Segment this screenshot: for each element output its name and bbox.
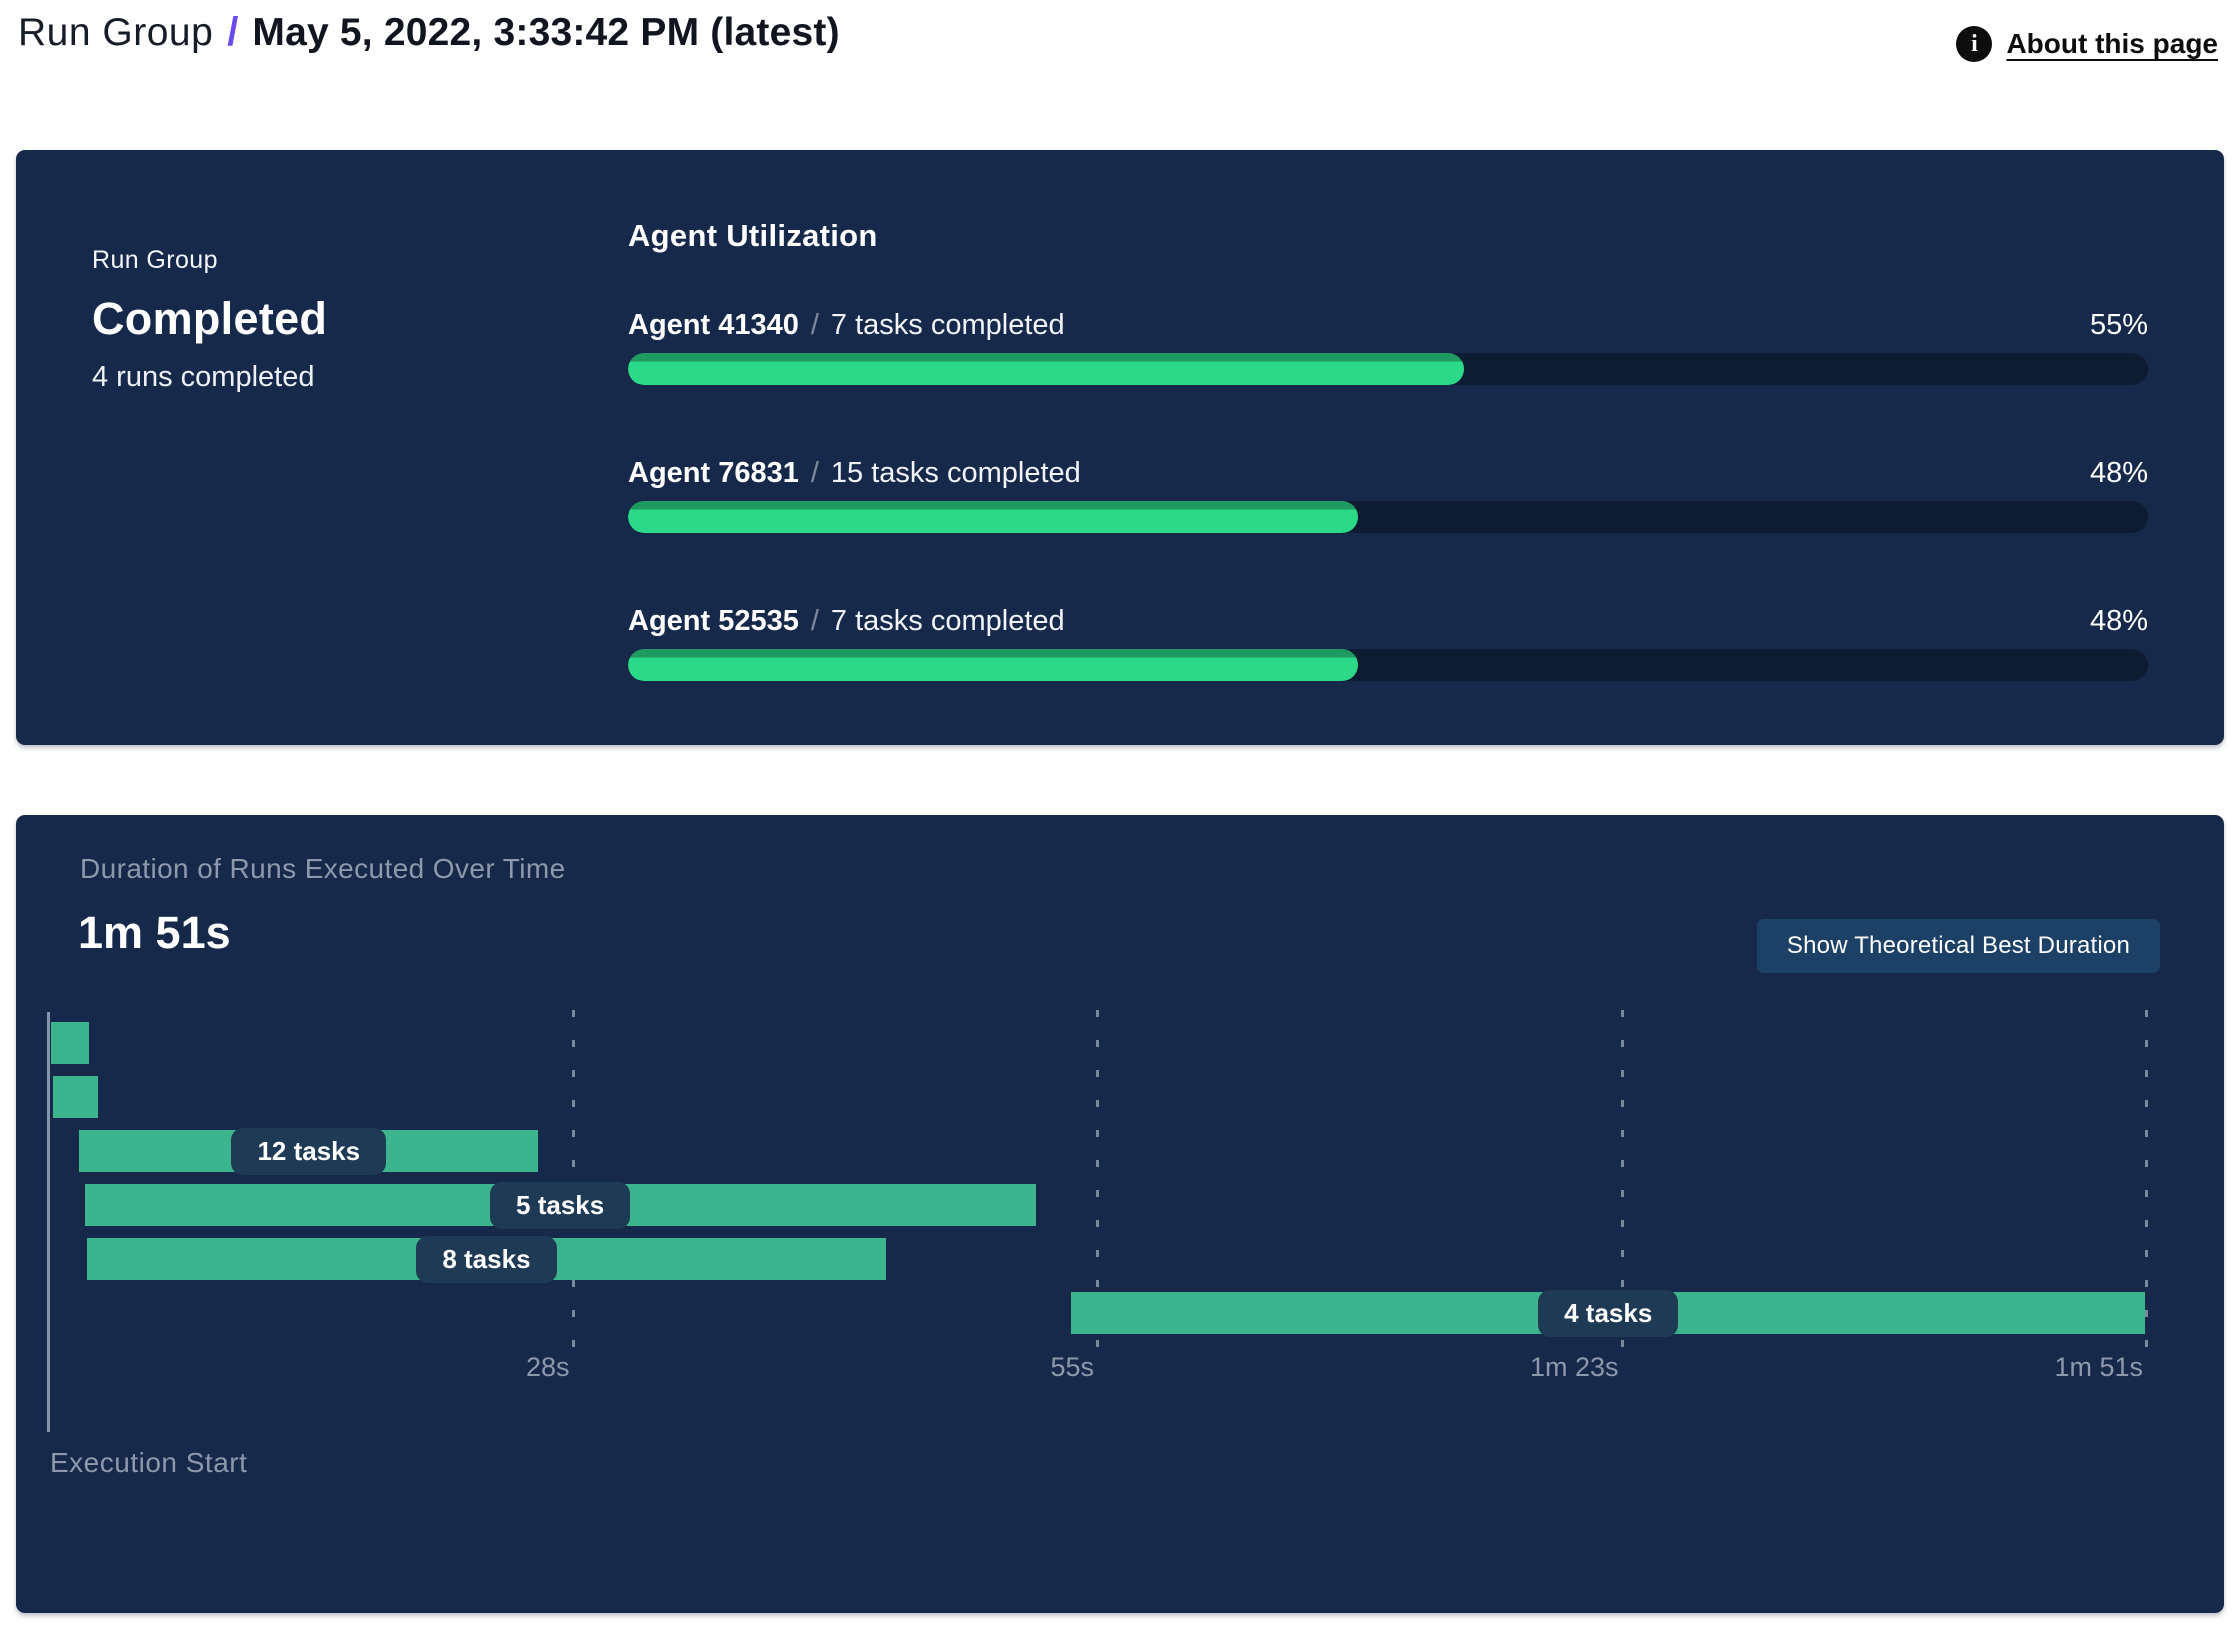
run-bar[interactable]: 5 tasks [84,1181,1036,1229]
total-duration-value: 1m 51s [78,907,231,958]
agent-row-label: Agent 41340 / 7 tasks completed 55% [628,309,2148,342]
show-theoretical-best-duration-button[interactable]: Show Theoretical Best Duration [1756,919,2160,973]
axis-tick-label: 1m 51s [2054,1352,2143,1382]
agent-progress-fill [628,501,1358,533]
agent-tasks-completed: 7 tasks completed [830,605,1065,637]
axis-tick-label: 1m 23s [1529,1352,1619,1382]
gridline [2145,1010,2148,1348]
run-bar[interactable]: 4 tasks [1071,1289,2145,1337]
gridline [1620,1010,1624,1348]
run-group-status: Completed [92,293,328,344]
agent-row-label: Agent 76831 / 15 tasks completed 48% [628,457,2148,490]
run-task-count-badge: 5 tasks [490,1181,631,1229]
agent-name: Agent 52535 [628,605,799,637]
breadcrumb-run-group[interactable]: Run Group [18,11,214,54]
run-bar[interactable] [52,1076,99,1118]
agent-tasks-completed: 15 tasks completed [830,457,1081,489]
agent-row-label: Agent 52535 / 7 tasks completed 48% [628,605,2148,638]
runs-completed-count: 4 runs completed [92,361,315,393]
agent-utilization-percent: 55% [2089,309,2148,341]
agent-name: Agent 41340 [628,309,799,341]
gridline [571,1010,575,1348]
agent-utilization-percent: 48% [2089,605,2148,637]
agent-progress-fill [628,353,1464,385]
breadcrumb-separator: / [227,10,239,54]
agent-utilization-heading: Agent Utilization [628,218,878,253]
agent-row: Agent 52535 / 7 tasks completed 48% [628,605,2148,681]
page-header: Run Group / May 5, 2022, 3:33:42 PM (lat… [16,0,2224,130]
about-this-page-link[interactable]: i About this page [1956,26,2218,62]
execution-start-axis-line [47,1012,50,1432]
agent-utilization-section: Agent Utilization Agent 41340 / 7 tasks … [628,218,2148,681]
agent-name: Agent 76831 [628,457,799,489]
page-title: May 5, 2022, 3:33:42 PM (latest) [252,11,840,54]
gridline [1096,1010,1099,1348]
agent-progress-track [628,501,2148,533]
run-bars-layer: 12 tasks 5 tasks 8 tasks 4 tasks [47,1022,2145,1352]
run-task-count-badge: 12 tasks [231,1127,387,1175]
agent-row: Agent 41340 / 7 tasks completed 55% [628,309,2148,385]
info-icon: i [1956,26,1993,62]
agent-tasks-completed: 7 tasks completed [830,309,1065,341]
run-task-count-badge: 4 tasks [1538,1289,1679,1337]
agent-separator: / [810,605,819,637]
run-group-status-panel: Run Group Completed 4 runs completed Age… [16,150,2224,745]
duration-panel: Duration of Runs Executed Over Time 1m 5… [16,815,2224,1613]
run-bar[interactable]: 8 tasks [86,1235,887,1283]
status-panel-label: Run Group [92,246,218,274]
agent-separator: / [810,309,819,341]
agent-progress-fill [628,649,1358,681]
execution-start-label: Execution Start [50,1447,248,1478]
agent-separator: / [810,457,819,489]
axis-tick-label: 28s [525,1352,570,1382]
run-duration-gantt-chart: 12 tasks 5 tasks 8 tasks 4 tasks 28s 55s 1m 2… [47,1010,2148,1432]
info-icon-glyph: i [1971,30,1978,57]
agent-utilization-percent: 48% [2089,457,2148,489]
run-bar[interactable]: 12 tasks [79,1127,539,1175]
breadcrumb: Run Group / May 5, 2022, 3:33:42 PM (lat… [18,10,840,55]
about-this-page-label: About this page [2006,28,2218,59]
run-group-status-column: Run Group Completed 4 runs completed [92,246,327,394]
agent-progress-track [628,649,2148,681]
axis-tick-label: 55s [1050,1352,1094,1382]
run-task-count-badge: 8 tasks [416,1235,557,1283]
agent-row: Agent 76831 / 15 tasks completed 48% [628,457,2148,533]
agent-progress-track [628,353,2148,385]
run-bar[interactable] [50,1022,89,1064]
duration-chart-title: Duration of Runs Executed Over Time [80,853,566,884]
